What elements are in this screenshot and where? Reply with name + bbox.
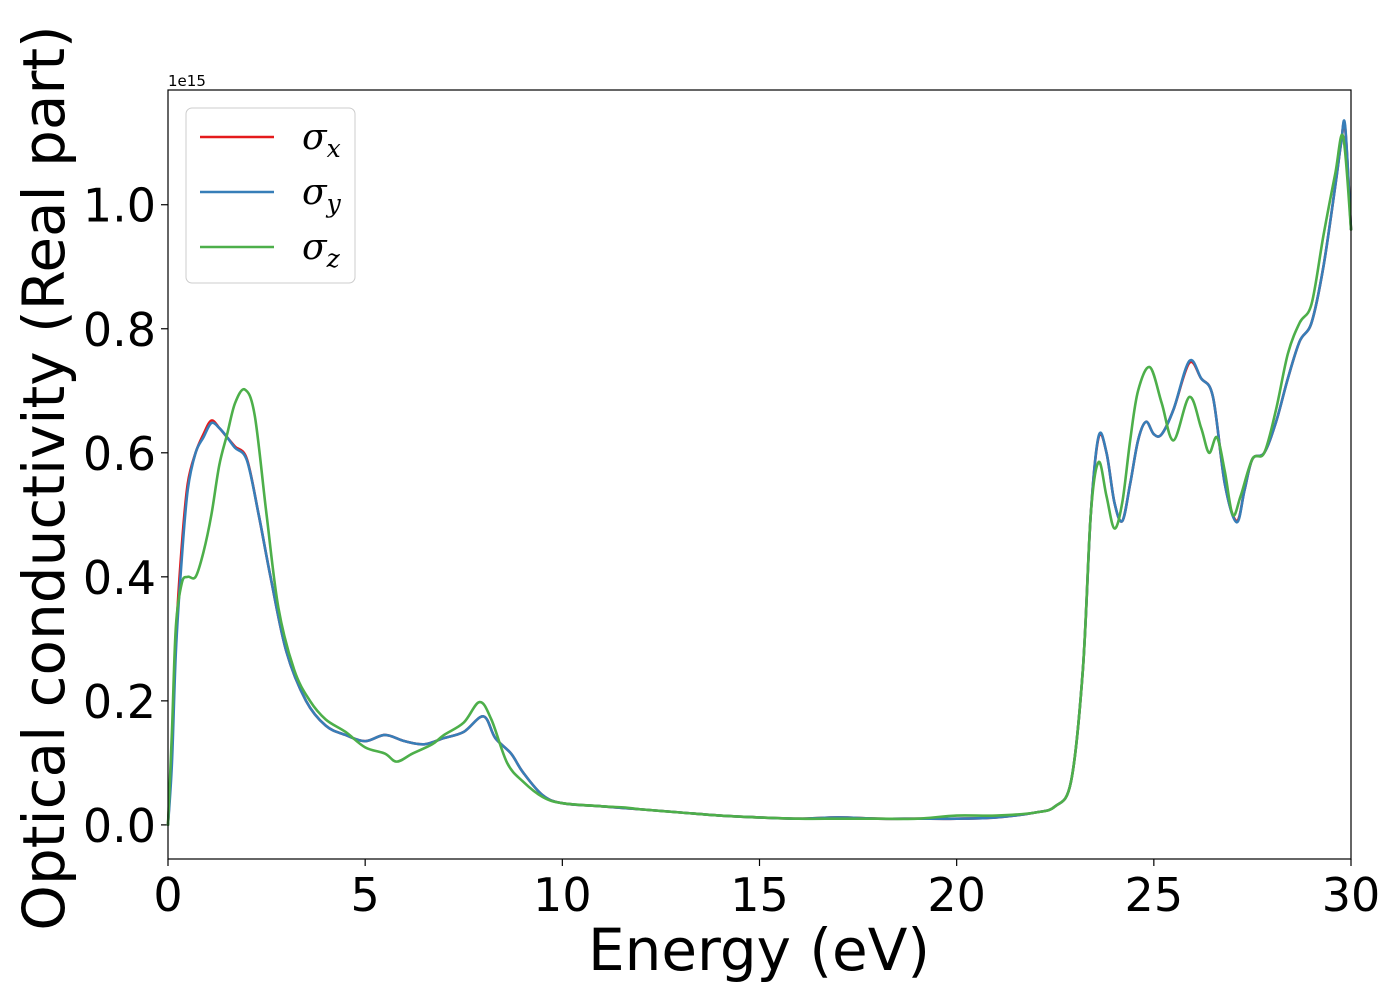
y-tick-label: 0.0	[83, 799, 156, 853]
x-tick-label: 15	[730, 868, 789, 922]
x-tick-label: 10	[533, 868, 592, 922]
y-axis-ticks: 0.0 0.2 0.4 0.6 0.8 1.0	[83, 179, 168, 853]
x-tick-label: 0	[153, 868, 182, 922]
x-axis-ticks: 0 5 10 15 20 25 30	[153, 859, 1380, 922]
legend-frame	[185, 107, 356, 284]
x-axis-label: Energy (eV)	[588, 916, 930, 984]
legend: σx σy σz	[185, 107, 356, 284]
y-tick-label: 0.8	[83, 303, 156, 357]
x-tick-label: 30	[1322, 868, 1381, 922]
series-line-z	[166, 133, 1353, 827]
series-lines	[166, 119, 1353, 827]
legend-label-x: σx	[302, 117, 341, 163]
y-axis-label: Optical conductivity (Real part)	[10, 25, 78, 930]
legend-label-z: σz	[302, 227, 341, 273]
plot-area-frame	[167, 89, 1352, 860]
y-tick-label: 0.2	[83, 675, 156, 729]
y-tick-label: 0.6	[83, 427, 156, 481]
x-tick-label: 5	[351, 868, 380, 922]
y-offset-label: 1e15	[168, 72, 206, 90]
y-tick-label: 1.0	[83, 179, 156, 233]
legend-label-y: σy	[302, 172, 342, 218]
y-tick-label: 0.4	[83, 551, 156, 605]
x-tick-label: 25	[1125, 868, 1184, 922]
x-tick-label: 20	[927, 868, 986, 922]
